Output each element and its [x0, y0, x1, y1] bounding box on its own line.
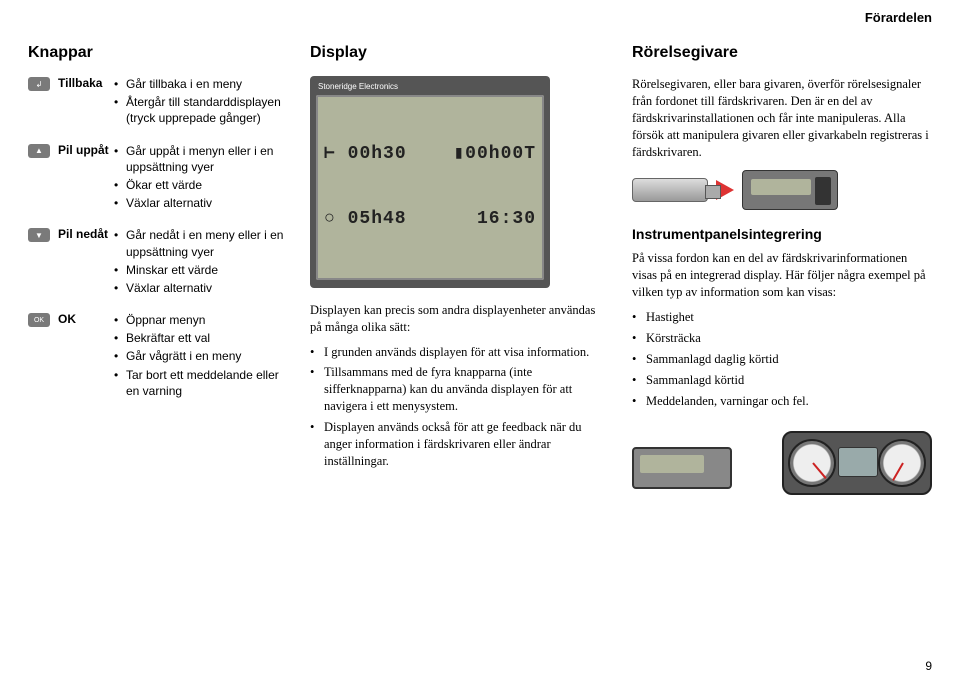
dashboard-figure	[632, 421, 932, 511]
page-number: 9	[925, 659, 932, 673]
header-section: Förardelen	[865, 10, 932, 25]
key-tillbaka: ↲ Tillbaka Går tillbaka i en meny Återgå…	[28, 76, 288, 129]
column-knappar: Knappar ↲ Tillbaka Går tillbaka i en men…	[28, 44, 288, 511]
key-item: Växlar alternativ	[114, 195, 288, 211]
ok-icon: OK	[28, 313, 50, 327]
key-desc: Går uppåt i menyn eller i en uppsättning…	[114, 143, 288, 214]
column-rorelsegivare: Rörelsegivare Rörelsegivaren, eller bara…	[632, 44, 932, 511]
key-item: Går uppåt i menyn eller i en uppsättning…	[114, 143, 288, 175]
key-name: Tillbaka	[58, 76, 114, 90]
key-item: Minskar ett värde	[114, 262, 288, 278]
sensor-figure	[632, 170, 932, 210]
key-pil-nedat: ▼ Pil nedåt Går nedåt i en meny eller i …	[28, 227, 288, 298]
ip-bullet: Meddelanden, varningar och fel.	[632, 393, 932, 410]
columns: Knappar ↲ Tillbaka Går tillbaka i en men…	[28, 44, 932, 511]
lcd-line2a: ○ 05h48	[324, 209, 407, 231]
display-bullet: Tillsammans med de fyra knapparna (inte …	[310, 364, 610, 415]
ip-bullet: Körsträcka	[632, 330, 932, 347]
lcd-screen: ⊢ 00h30 ▮00h00T ○ 05h48 16:30	[316, 95, 544, 280]
display-intro: Displayen kan precis som andra displayen…	[310, 302, 610, 336]
instrumentpanel-para: På vissa fordon kan en del av färdskriva…	[632, 250, 932, 301]
instrumentpanel-bullets: Hastighet Körsträcka Sammanlagd daglig k…	[632, 309, 932, 409]
key-item: Tar bort ett meddelande eller en varning	[114, 367, 288, 399]
key-desc: Går nedåt i en meny eller i en uppsättni…	[114, 227, 288, 298]
lcd-line2b: 16:30	[477, 209, 536, 231]
arrow-down-icon: ▼	[28, 228, 50, 242]
key-item: Ökar ett värde	[114, 177, 288, 193]
key-desc: Öppnar menyn Bekräftar ett val Går vågrä…	[114, 312, 288, 401]
key-item: Växlar alternativ	[114, 280, 288, 296]
dash-tacho-icon	[632, 447, 732, 489]
lcd-display: Stoneridge Electronics ⊢ 00h30 ▮00h00T ○…	[310, 76, 550, 288]
key-name: Pil nedåt	[58, 227, 114, 241]
ip-bullet: Hastighet	[632, 309, 932, 326]
display-title: Display	[310, 44, 610, 62]
display-bullet: Displayen används också för att ge feedb…	[310, 419, 610, 470]
key-item: Går tillbaka i en meny	[114, 76, 288, 92]
key-item: Återgår till standard­displayen (tryck u…	[114, 94, 288, 126]
key-item: Öppnar menyn	[114, 312, 288, 328]
lcd-line1b: ▮00h00T	[453, 144, 536, 166]
key-item: Går nedåt i en meny eller i en uppsättni…	[114, 227, 288, 259]
key-ok: OK OK Öppnar menyn Bekräftar ett val Går…	[28, 312, 288, 401]
arrow-up-icon: ▲	[28, 144, 50, 158]
display-bullets: I grunden används displayen för att visa…	[310, 344, 610, 470]
lcd-line1a: ⊢ 00h30	[324, 144, 407, 166]
instrumentpanel-title: Instrumentpanelsintegrering	[632, 226, 932, 242]
display-bullet: I grunden används displayen för att visa…	[310, 344, 610, 361]
column-display: Display Stoneridge Electronics ⊢ 00h30 ▮…	[310, 44, 610, 511]
key-item: Bekräftar ett val	[114, 330, 288, 346]
rorelsegivare-title: Rörelsegivare	[632, 44, 932, 62]
lcd-brand: Stoneridge Electronics	[316, 80, 544, 95]
key-name: OK	[58, 312, 114, 326]
ip-bullet: Sammanlagd körtid	[632, 372, 932, 389]
ip-bullet: Sammanlagd daglig körtid	[632, 351, 932, 368]
key-name: Pil uppåt	[58, 143, 114, 157]
sensor-icon	[632, 178, 708, 202]
key-pil-uppat: ▲ Pil uppåt Går uppåt i menyn eller i en…	[28, 143, 288, 214]
rorelsegivare-para: Rörelsegivaren, eller bara givaren, över…	[632, 76, 932, 160]
key-item: Går vågrätt i en meny	[114, 348, 288, 364]
tachograph-icon	[742, 170, 838, 210]
dash-cluster-icon	[782, 421, 932, 501]
knappar-title: Knappar	[28, 44, 288, 62]
back-icon: ↲	[28, 77, 50, 91]
key-desc: Går tillbaka i en meny Återgår till stan…	[114, 76, 288, 129]
